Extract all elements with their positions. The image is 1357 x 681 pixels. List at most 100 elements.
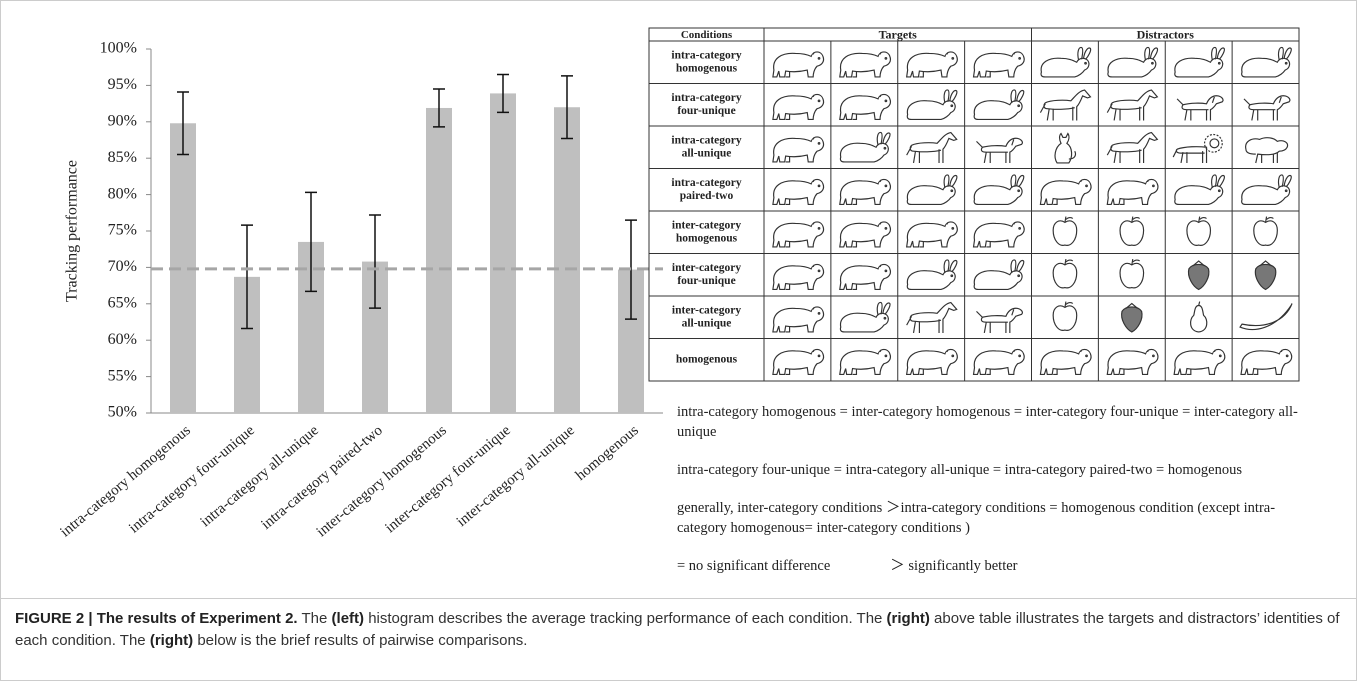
animal-icon <box>1245 137 1289 164</box>
figure-graphics: Tracking performance 50% 55% 60% 65% 70% 75% 80… <box>57 27 1300 540</box>
y-tick-label: 100% <box>100 40 137 57</box>
animal-icon <box>906 301 958 334</box>
error-bar <box>433 88 445 128</box>
animal-icon <box>1052 300 1078 331</box>
animal-icon <box>1176 95 1224 122</box>
symbol-legend: = no significant difference ＞ significant… <box>677 556 1317 576</box>
animal-icon <box>1240 348 1293 376</box>
animal-icon <box>906 348 958 376</box>
animal-icon <box>1039 178 1092 206</box>
animal-icon <box>1186 215 1212 246</box>
condition-label: all-unique <box>682 317 732 329</box>
animal-icon <box>1052 215 1078 246</box>
condition-label: homogenous <box>676 353 738 365</box>
x-tick-label: inter-category four-unique <box>382 422 514 536</box>
animal-icon <box>839 131 891 163</box>
animal-icon <box>1119 258 1145 289</box>
animal-icon <box>973 174 1025 206</box>
bar <box>554 107 580 414</box>
condition-label: inter-category <box>672 304 741 316</box>
condition-label: four-unique <box>677 105 735 117</box>
animal-icon <box>1039 348 1092 376</box>
comparison-notes: intra-category homogenous = inter-catego… <box>677 402 1317 594</box>
error-bar <box>497 73 509 114</box>
animal-icon <box>1241 174 1292 206</box>
animal-icon <box>1054 132 1077 164</box>
animal-icon <box>906 89 958 121</box>
y-axis-label: Tracking performance <box>64 160 81 302</box>
animal-icon <box>1106 178 1159 206</box>
animal-icon <box>1039 89 1092 122</box>
animal-icon <box>839 263 892 291</box>
x-tick-label: intra-category homogenous <box>57 422 193 540</box>
animal-icon <box>1052 258 1078 289</box>
y-tick-label: 85% <box>108 149 137 166</box>
x-tick-label: inter-category homogenous <box>314 422 450 540</box>
caption-text: histogram describes the average tracking… <box>364 610 887 627</box>
error-bar <box>561 75 573 140</box>
caption-text: above table illustrates the targets and … <box>15 610 1340 649</box>
y-tick-label: 75% <box>108 222 137 239</box>
note: generally, inter-category conditions ＞in… <box>677 500 1276 536</box>
caption-text: FIGURE 2 | The results of Experiment 2. <box>15 610 298 627</box>
error-bar <box>305 191 317 293</box>
animal-icon <box>772 263 825 291</box>
animal-icon <box>772 348 825 376</box>
animal-icon <box>906 131 958 164</box>
bar <box>490 93 516 414</box>
condition-label: paired-two <box>680 190 734 202</box>
animal-icon <box>1040 46 1092 78</box>
animal-icon <box>906 221 958 248</box>
animal-icon <box>839 301 891 333</box>
caption-text: The <box>297 610 332 627</box>
caption-text: (right) <box>149 632 194 649</box>
animal-icon <box>772 93 825 121</box>
animal-icon <box>1106 348 1159 376</box>
animal-icon <box>1106 89 1158 122</box>
animal-icon <box>1121 302 1143 333</box>
error-bar <box>369 214 381 309</box>
caption-text: below is the brief results of pairwise c… <box>193 632 528 649</box>
caption-text: (left) <box>331 610 365 627</box>
animal-icon <box>839 93 892 121</box>
separator <box>1 598 1356 599</box>
note: intra-category homogenous = inter-catego… <box>677 404 1298 440</box>
y-tick-label: 55% <box>108 367 137 384</box>
condition-label: four-unique <box>677 275 735 287</box>
animal-icon <box>1189 300 1208 333</box>
x-tick-label: inter-category all-unique <box>454 422 578 530</box>
condition-label: homogenous <box>676 232 738 244</box>
x-tick-label: homogenous <box>573 422 642 484</box>
animal-icon <box>1173 348 1226 376</box>
animal-icon <box>1106 131 1158 164</box>
animal-icon <box>1254 260 1277 291</box>
animal-icon <box>975 307 1023 334</box>
animal-icon <box>839 51 892 78</box>
animal-icon <box>839 178 892 206</box>
animal-icon <box>772 221 825 248</box>
condition-label: inter-category <box>672 262 741 274</box>
animal-icon <box>906 259 958 291</box>
animal-icon <box>972 221 1025 248</box>
condition-label: homogenous <box>676 62 738 74</box>
animal-icon <box>973 89 1025 121</box>
x-tick-label: intra-category paired-two <box>258 422 385 533</box>
x-tick-label: intra-category all-unique <box>198 422 322 530</box>
error-bar <box>177 91 189 156</box>
y-tick-label: 90% <box>108 112 137 129</box>
animal-icon <box>1119 215 1145 246</box>
identity-table: Conditions Targets Distractors intra-catego… <box>648 27 1300 382</box>
animal-icon <box>1187 260 1210 291</box>
animal-icon <box>1174 174 1226 206</box>
y-tick-label: 80% <box>108 185 137 202</box>
animal-icon <box>1253 215 1278 246</box>
animal-icon <box>906 51 958 78</box>
animal-icon <box>1107 46 1159 78</box>
y-tick-label: 50% <box>108 404 137 421</box>
condition-label: intra-category <box>671 92 741 104</box>
animal-icon <box>1174 46 1226 78</box>
condition-label: intra-category <box>671 134 741 146</box>
condition-label: all-unique <box>682 147 732 159</box>
y-tick-label: 70% <box>108 258 137 275</box>
animal-icon <box>975 137 1023 164</box>
